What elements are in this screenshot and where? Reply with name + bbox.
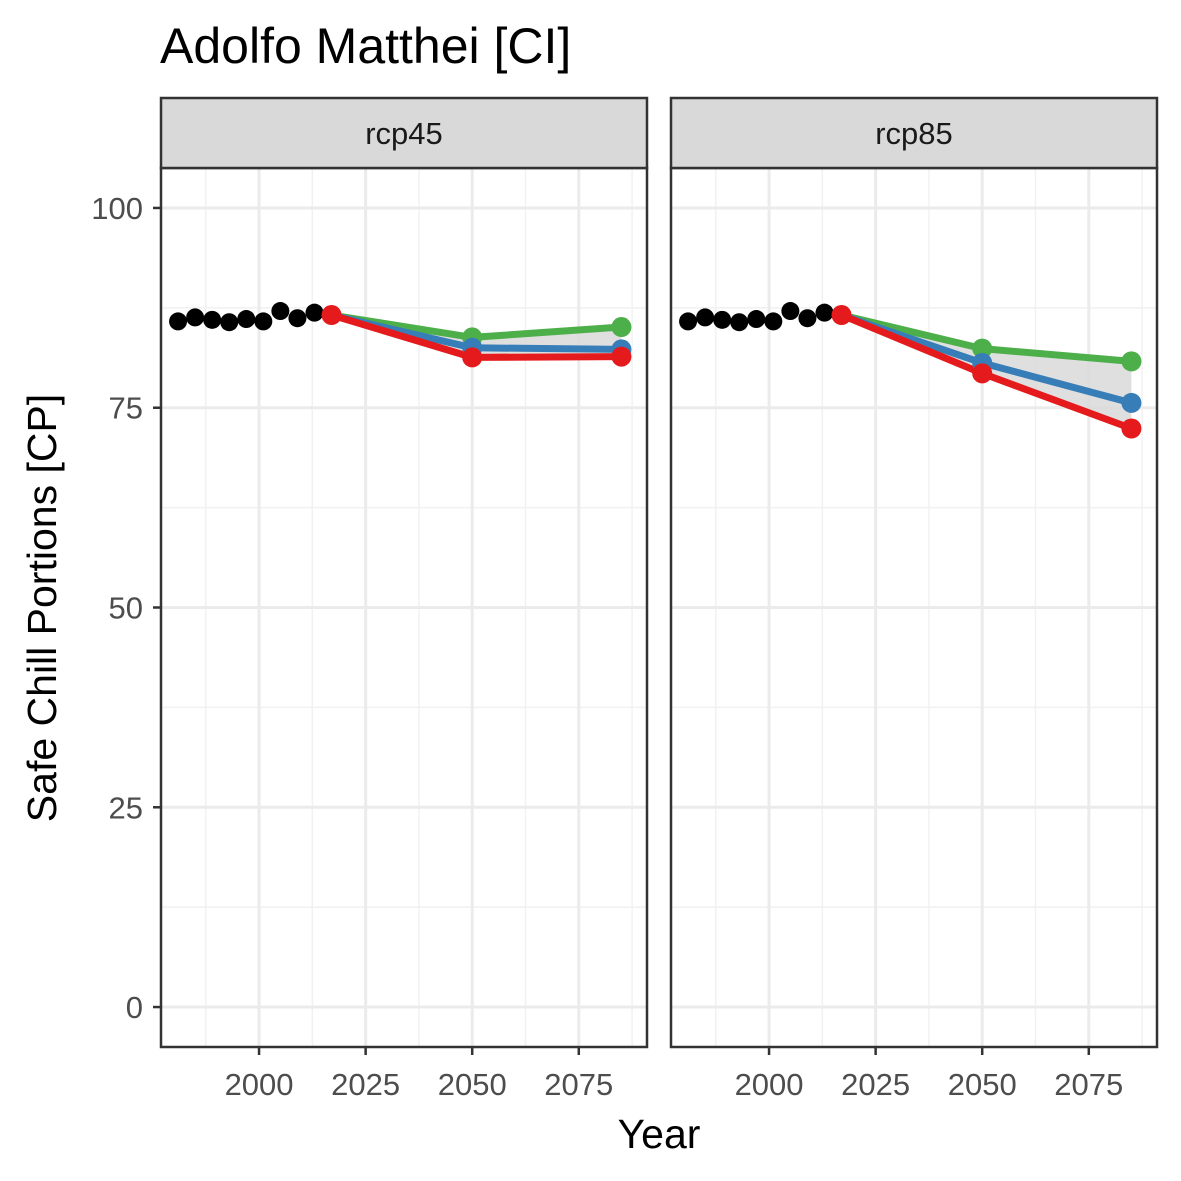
historic-point	[203, 310, 222, 329]
panel-rcp85: rcp85 2000 2025 2050 2075	[669, 96, 1159, 1102]
facet-label: rcp85	[875, 116, 953, 151]
historic-point	[798, 309, 817, 328]
series-point-green	[1121, 351, 1142, 372]
y-tick-label: 0	[126, 990, 143, 1025]
baseline-point	[831, 305, 852, 326]
series-point-red	[1121, 418, 1142, 439]
facet-label: rcp45	[365, 116, 443, 151]
panel-rcp45: rcp45 2000 2025 2050 2075 0 25 50 75 100	[91, 96, 649, 1102]
y-tick-label: 75	[109, 391, 143, 426]
y-tick-label: 25	[109, 790, 143, 825]
historic-point	[220, 313, 239, 332]
historic-point	[730, 313, 749, 332]
historic-point	[713, 310, 732, 329]
x-tick-label: 2050	[438, 1067, 507, 1102]
historic-point	[305, 303, 324, 322]
series-point-red	[972, 363, 993, 384]
historic-point	[288, 309, 307, 328]
historic-point	[237, 310, 256, 329]
x-tick-label: 2000	[735, 1067, 804, 1102]
historic-point	[271, 302, 290, 321]
historic-point	[747, 310, 766, 329]
historic-point	[679, 312, 698, 331]
facet-strip	[669, 96, 1159, 170]
x-tick-label: 2075	[544, 1067, 613, 1102]
chart-title: Adolfo Matthei [CI]	[160, 18, 571, 74]
series-point-blue	[1121, 392, 1142, 413]
series-point-green	[972, 338, 993, 359]
historic-point	[169, 312, 188, 331]
x-tick-label: 2050	[948, 1067, 1017, 1102]
historic-point	[764, 312, 783, 331]
facet-strip	[159, 96, 649, 170]
x-tick-label: 2000	[225, 1067, 294, 1102]
historic-point	[186, 308, 205, 327]
series-point-red	[462, 347, 483, 368]
baseline-point	[321, 305, 342, 326]
historic-point	[781, 302, 800, 321]
historic-point	[696, 308, 715, 327]
panels: rcp45 2000 2025 2050 2075 0 25 50 75 100 rcp85 2000…	[91, 96, 1159, 1102]
series-point-green	[611, 317, 632, 338]
x-axis-title: Year	[618, 1111, 701, 1157]
historic-point	[254, 312, 273, 331]
x-tick-label: 2025	[841, 1067, 910, 1102]
x-tick-label: 2025	[331, 1067, 400, 1102]
y-axis-title: Safe Chill Portions [CP]	[19, 394, 65, 822]
historic-point	[815, 303, 834, 322]
y-tick-label: 100	[91, 191, 143, 226]
series-point-red	[611, 346, 632, 367]
x-tick-label: 2075	[1054, 1067, 1123, 1102]
y-tick-label: 50	[109, 591, 143, 626]
